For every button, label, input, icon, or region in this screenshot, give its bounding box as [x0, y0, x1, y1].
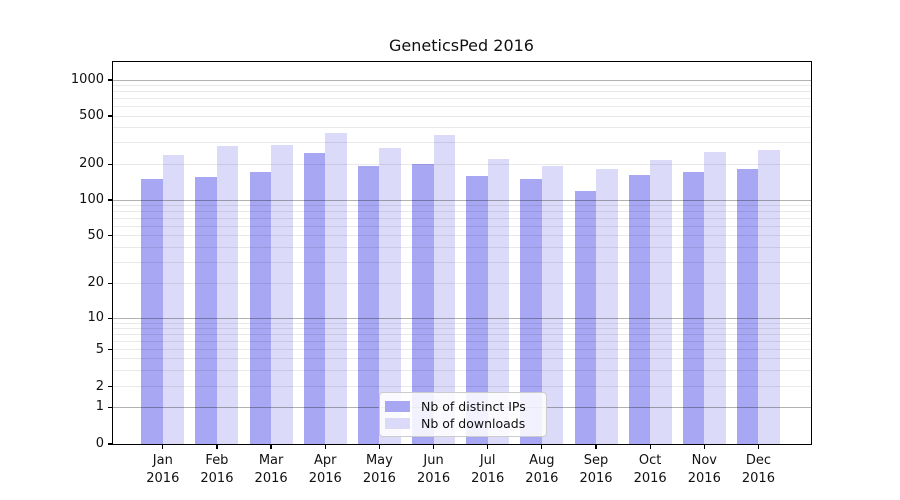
x-label-month: Nov [691, 453, 717, 468]
x-label-year: 2016 [254, 470, 288, 486]
x-label-year: 2016 [471, 470, 505, 486]
x-axis-tick [541, 444, 543, 449]
x-axis-tick [649, 444, 651, 449]
x-axis-tick-label: Aug 2016 [512, 452, 572, 487]
x-axis-tick-label: Dec 2016 [728, 452, 788, 487]
x-axis-tick-label: Feb 2016 [187, 452, 247, 487]
y-axis-tick-label: 0 [95, 436, 104, 451]
x-label-year: 2016 [146, 470, 180, 486]
x-axis-tick-label: Oct 2016 [620, 452, 680, 487]
x-label-month: Oct [638, 453, 662, 468]
x-axis-tick [378, 444, 381, 449]
x-label-year: 2016 [525, 470, 559, 486]
y-axis-tick-label: 5 [95, 341, 104, 357]
legend-item-distinct-ips: Nb of distinct IPs [385, 398, 540, 415]
x-label-year: 2016 [633, 470, 667, 486]
x-label-year: 2016 [362, 470, 396, 486]
x-axis-tick-label: May 2016 [349, 452, 409, 487]
legend-label-downloads: Nb of downloads [421, 416, 526, 431]
y-axis-tick-label: 500 [79, 108, 104, 123]
legend-swatch-downloads [385, 418, 410, 429]
x-axis-tick [432, 444, 435, 449]
x-axis-tick [162, 444, 164, 449]
x-axis-tick [324, 444, 326, 449]
legend: Nb of distinct IPs Nb of downloads [379, 392, 547, 437]
y-axis-tick-label: 10 [87, 310, 104, 326]
x-label-year: 2016 [579, 470, 613, 486]
x-axis-tick-label: Jan 2016 [133, 452, 193, 487]
y-axis-tick-label: 20 [87, 275, 104, 291]
legend-swatch-distinct-ips [385, 401, 410, 412]
x-axis-tick [270, 444, 272, 449]
legend-item-downloads: Nb of downloads [385, 415, 540, 432]
y-axis-tick-label: 1000 [70, 72, 104, 87]
y-axis-tick-label: 200 [79, 156, 104, 172]
x-axis-tick-label: Mar 2016 [241, 452, 301, 487]
y-axis-tick-label: 2 [95, 378, 104, 394]
x-axis-tick-label: Jun 2016 [404, 452, 464, 487]
x-axis-tick [216, 444, 218, 449]
x-axis-tick-label: Apr 2016 [295, 452, 355, 487]
legend-label-distinct-ips: Nb of distinct IPs [421, 399, 526, 414]
y-axis-tick-label: 50 [87, 227, 104, 243]
x-label-month: Sep [583, 453, 609, 468]
x-axis-tick-label: Jul 2016 [458, 452, 518, 487]
x-axis-tick [487, 444, 489, 449]
x-label-year: 2016 [741, 470, 775, 486]
x-label-month: Jul [479, 453, 496, 468]
x-label-month: Feb [205, 453, 229, 468]
x-axis-tick [757, 444, 760, 449]
x-label-year: 2016 [200, 470, 234, 486]
y-axis-tick-label: 1 [95, 399, 104, 415]
x-label-month: May [365, 453, 393, 468]
x-label-year: 2016 [687, 470, 721, 486]
x-label-month: Apr [314, 453, 337, 468]
x-label-year: 2016 [308, 470, 342, 486]
x-label-month: Aug [529, 453, 555, 468]
x-label-month: Jun [423, 453, 444, 468]
x-label-month: Mar [258, 453, 284, 468]
x-axis-tick-label: Sep 2016 [566, 452, 626, 487]
y-axis-tick-label: 100 [79, 192, 104, 207]
chart-title: GeneticsPed 2016 [389, 36, 534, 55]
x-axis-tick-label: Nov 2016 [674, 452, 734, 487]
plot-frame [112, 61, 812, 445]
x-axis-tick [595, 444, 597, 449]
x-axis-tick [703, 444, 705, 449]
x-label-month: Jan [152, 453, 173, 468]
x-label-month: Dec [745, 453, 772, 468]
x-label-year: 2016 [417, 470, 451, 486]
